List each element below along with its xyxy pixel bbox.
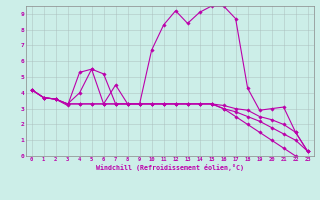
X-axis label: Windchill (Refroidissement éolien,°C): Windchill (Refroidissement éolien,°C) (96, 164, 244, 171)
